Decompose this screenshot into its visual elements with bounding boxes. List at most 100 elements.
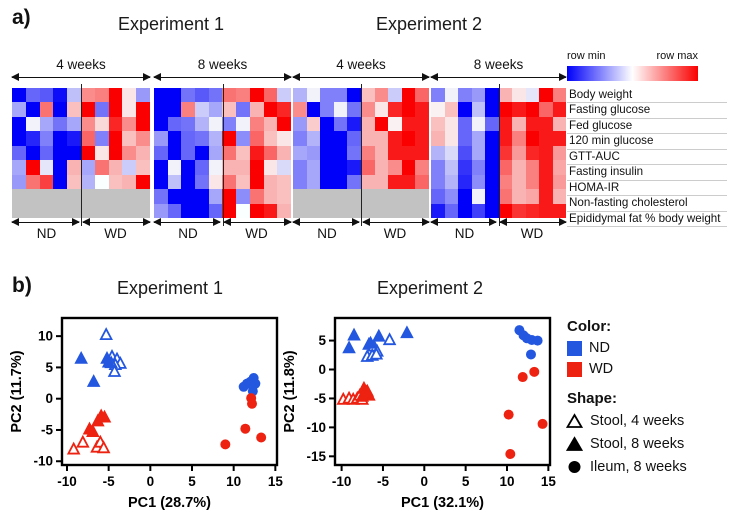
heatmap-cell — [458, 88, 472, 103]
colorbar-min-label: row min — [567, 50, 606, 62]
nd-group-label: ND — [454, 226, 475, 241]
heatmap-cell — [81, 174, 95, 190]
heatmap-cell — [94, 160, 109, 175]
nd-wd-divider — [222, 84, 224, 226]
nd-span-arrow — [11, 218, 80, 227]
heatmap-cell — [277, 88, 291, 103]
heatmap-cell — [552, 88, 566, 103]
heatmap-cell — [347, 145, 361, 161]
heatmap-cell — [249, 102, 264, 117]
heatmap-cell — [208, 189, 223, 204]
heatmap-cell — [208, 102, 223, 117]
y-tick-label: -10 — [306, 420, 326, 435]
heatmap-cell — [361, 88, 375, 103]
heatmap-cell — [485, 116, 499, 132]
nd-wd-divider — [81, 84, 83, 226]
y-tick-label: -5 — [41, 422, 53, 437]
heatmap-cell — [444, 145, 458, 161]
heatmap-cell — [25, 160, 40, 175]
heatmap-cell — [277, 174, 291, 190]
heatmap-cell — [67, 116, 81, 132]
heatmap-cell — [136, 102, 150, 117]
heatmap-cell — [552, 160, 566, 175]
heatmap-cell — [444, 131, 458, 146]
nd-span-arrow — [430, 218, 497, 227]
heatmap-cell — [208, 88, 223, 103]
heatmap-cell — [136, 189, 150, 204]
heatmap-cell — [293, 189, 307, 204]
heatmap-cell — [122, 145, 137, 161]
heatmap-cell — [222, 116, 237, 132]
pca-point-open-triangle — [382, 332, 397, 346]
heatmap-cell — [485, 203, 499, 218]
heatmap-cell — [208, 145, 223, 161]
pca-point-filled-triangle — [400, 325, 414, 339]
heatmap-cell — [122, 189, 137, 204]
heatmap-cell — [361, 203, 375, 218]
wd-group-label: WD — [245, 226, 268, 241]
heatmap-cell — [53, 88, 68, 103]
pca-point-filled-triangle — [86, 374, 101, 387]
heatmap-cell — [471, 88, 485, 103]
heatmap-cell — [108, 131, 123, 146]
heatmap-cell — [12, 145, 26, 161]
heatmap-cell — [25, 189, 40, 204]
heatmap-cell — [236, 145, 250, 161]
heatmap-cell — [431, 116, 445, 132]
pca-point-circle — [532, 335, 543, 346]
heatmap-cell — [444, 116, 458, 132]
pca-plot-experiment-1: -10 -5 0 5 10 15 -10 -5 0 5 10 PC1 (28.7%) PC2 (11.7… — [9, 316, 283, 511]
heatmap-cell — [94, 174, 109, 190]
heatmap-cell — [306, 203, 321, 218]
heatmap-cell — [347, 102, 361, 117]
heatmap-cell — [415, 145, 429, 161]
heatmap-cell — [552, 174, 566, 190]
week-header-3: 4 weeks — [336, 57, 386, 72]
pca-point-circle — [529, 366, 540, 377]
heatmap-cell — [39, 145, 54, 161]
nd-span-arrow — [292, 218, 360, 227]
heatmap-cell — [444, 189, 458, 204]
nd-color-swatch — [567, 340, 582, 356]
heatmap-exp1-4wk — [12, 84, 150, 226]
heatmap-cell — [236, 174, 250, 190]
heatmap-cell — [485, 145, 499, 161]
y-tick-label: -5 — [314, 391, 326, 406]
heatmap-cell — [181, 145, 196, 161]
heatmap-cell — [361, 116, 375, 132]
heatmap-cell — [306, 102, 321, 117]
heatmap-cell — [94, 203, 109, 218]
y-tick-label: 0 — [318, 362, 326, 377]
heatmap-cell — [154, 88, 168, 103]
heatmap-cell — [374, 102, 389, 117]
heatmap-cell — [552, 189, 566, 204]
heatmap-cell — [67, 174, 81, 190]
heatmap-cell — [485, 102, 499, 117]
heatmap-cell — [249, 145, 264, 161]
heatmap-cell — [136, 116, 150, 132]
heatmap-cell — [525, 160, 539, 175]
heatmap-cell — [167, 160, 182, 175]
pca-point-circle — [505, 449, 516, 460]
heatmap-cell — [471, 116, 485, 132]
x-tick-label: -10 — [57, 474, 77, 489]
x-tick-label: 5 — [188, 474, 196, 489]
heatmap-cell — [249, 131, 264, 146]
y-axis-title: PC2 (11.7%) — [9, 350, 25, 432]
heatmap-cell — [94, 102, 109, 117]
heatmap-cell — [539, 102, 553, 117]
heatmap-cell — [333, 160, 348, 175]
heatmap-cell — [53, 203, 68, 218]
heatmap-cell — [347, 189, 361, 204]
heatmap-cell — [39, 203, 54, 218]
heatmap-cell — [539, 131, 553, 146]
stool-4-weeks-label: Stool, 4 weeks — [590, 413, 685, 429]
heatmap-cell — [94, 116, 109, 132]
heatmap-cell — [12, 189, 26, 204]
wd-group-label: WD — [520, 226, 544, 241]
heatmap-cell — [263, 88, 278, 103]
heatmap-cell — [67, 131, 81, 146]
heatmap-cell — [444, 203, 458, 218]
heatmap-cell — [485, 131, 499, 146]
